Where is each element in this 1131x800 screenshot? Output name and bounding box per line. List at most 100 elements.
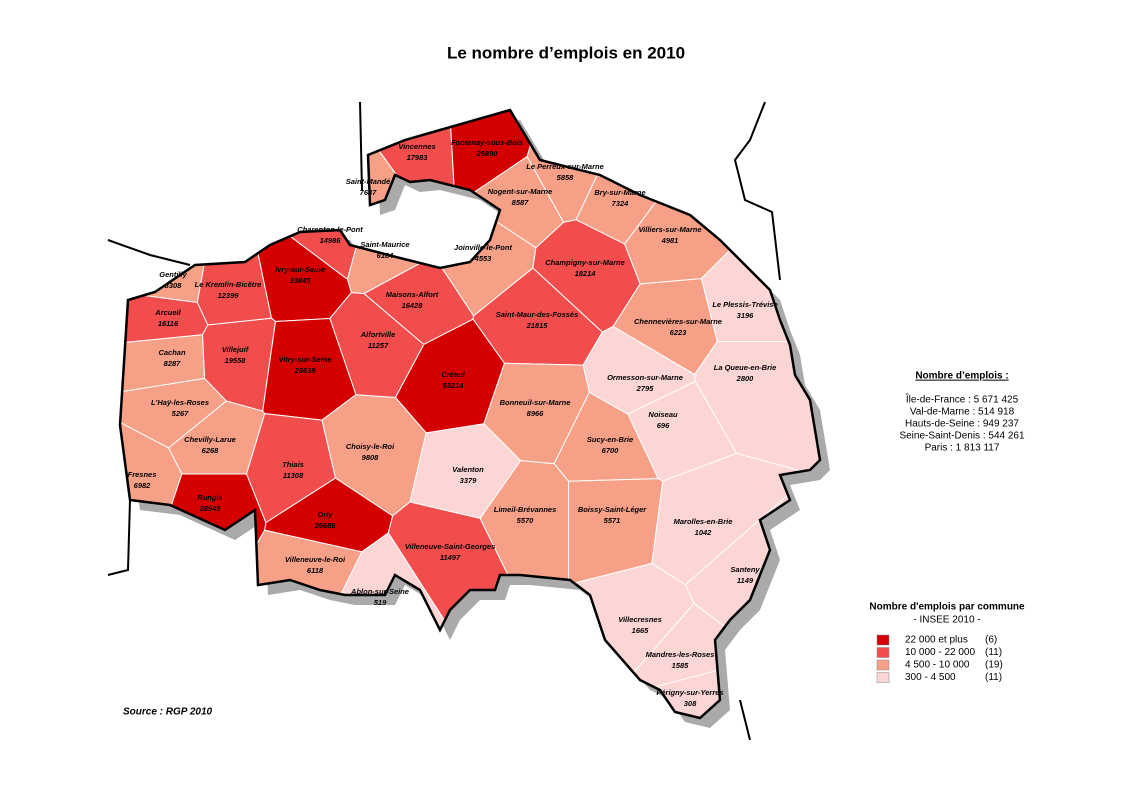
commune-value: 3379: [460, 476, 478, 485]
commune-name: Gentilly: [159, 270, 187, 279]
commune-value: 6223: [670, 328, 688, 337]
commune-value: 6268: [202, 446, 220, 455]
commune-name: Bonneuil-sur-Marne: [500, 398, 571, 407]
stats-line: Seine-Saint-Denis : 544 261: [899, 431, 1025, 442]
source: Source : RGP 2010: [123, 707, 213, 718]
commune-name: Ormesson-sur-Marne: [607, 373, 683, 382]
commune-value: 9808: [362, 453, 380, 462]
commune-value: 5571: [604, 516, 621, 525]
commune-name: Nogent-sur-Marne: [488, 187, 553, 196]
commune-value: 11497: [440, 553, 461, 562]
commune-name: Sucy-en-Brie: [587, 435, 633, 444]
commune-name: Le Kremlin-Bicêtre: [195, 280, 262, 289]
commune-value: 1042: [695, 528, 713, 537]
legend-swatch: [876, 634, 890, 646]
commune-name: Mandres-les-Roses: [646, 650, 715, 659]
commune-name: Rungis: [197, 493, 222, 502]
commune-value: 53214: [443, 381, 465, 390]
commune-value: 1585: [672, 661, 690, 670]
stats-title: Nombre d’emplois :: [915, 371, 1008, 382]
legend-count: (6): [985, 635, 997, 646]
commune-name: Thiais: [282, 460, 304, 469]
commune-name: La Queue-en-Brie: [714, 363, 777, 372]
commune-name: Chennevières-sur-Marne: [634, 317, 722, 326]
commune-name: Bry-sur-Marne: [594, 188, 645, 197]
commune-value: 308: [684, 699, 697, 708]
commune-labels: Vincennes 17983 Fontenay-sous-Bois 25890 Sai…: [128, 138, 778, 708]
commune-value: 7324: [612, 199, 630, 208]
commune-name: Orly: [317, 510, 333, 519]
commune-name: Marolles-en-Brie: [674, 517, 733, 526]
commune-name: Villeneuve-le-Roi: [285, 555, 346, 564]
legend-label: 4 500 - 10 000: [905, 660, 970, 671]
legend-swatch: [876, 659, 890, 671]
stats-line: Hauts-de-Seine : 949 237: [905, 419, 1019, 430]
commune-value: 8587: [512, 198, 530, 207]
legend-count: (11): [985, 672, 1002, 683]
commune-value: 5858: [557, 173, 575, 182]
commune-value: 6118: [307, 566, 324, 575]
stats-line: Île-de-France : 5 671 425: [905, 393, 1019, 406]
commune-value: 21815: [526, 321, 549, 330]
commune: [700, 110, 820, 342]
title: Le nombre d’emplois en 2010: [447, 43, 685, 62]
legend-title: Nombre d'emplois par commune: [869, 602, 1025, 613]
commune-name: Maisons-Alfort: [386, 290, 439, 299]
commune-value: 6700: [602, 446, 620, 455]
commune-name: Fresnes: [128, 470, 157, 479]
legend-label: 10 000 - 22 000: [905, 647, 975, 658]
commune-name: Fontenay-sous-Bois: [451, 138, 523, 147]
commune-value: 519: [374, 598, 387, 607]
commune-value: 4981: [661, 236, 679, 245]
commune-name: Villiers-sur-Marne: [638, 225, 701, 234]
department-outline: [118, 108, 822, 720]
commune-value: 16428: [402, 301, 424, 310]
commune: [575, 110, 807, 245]
commune-value: 8966: [527, 409, 545, 418]
commune-value: 5267: [172, 409, 190, 418]
commune-name: Villecresnes: [618, 615, 662, 624]
commune-value: 28945: [199, 504, 222, 513]
commune: [120, 334, 206, 400]
commune-name: Cachan: [158, 348, 186, 357]
commune-value: 3196: [737, 311, 755, 320]
commune-name: Périgny-sur-Yerres: [656, 688, 723, 697]
legend-count: (11): [985, 647, 1002, 658]
commune-name: Le Plessis-Trévise: [712, 300, 777, 309]
commune-name: Créteil: [441, 370, 465, 379]
commune-name: Charenton-le-Pont: [297, 225, 363, 234]
commune-value: 33845: [290, 276, 312, 285]
neighbor-border: [107, 101, 781, 741]
commune-name: Saint-Maurice: [360, 240, 409, 249]
commune-name: Champigny-sur-Marne: [545, 258, 625, 267]
legend-label: 22 000 et plus: [905, 635, 968, 646]
stats-line: Paris : 1 813 117: [925, 443, 1000, 454]
commune-value: 4553: [474, 254, 493, 263]
commune-name: Vincennes: [398, 142, 435, 151]
commune-name: Limeil-Brévannes: [494, 505, 557, 514]
commune-value: 2795: [636, 384, 655, 393]
commune-value: 1149: [737, 576, 754, 585]
commune-name: Ivry-sur-Seine: [275, 265, 325, 274]
commune-name: Arcueil: [154, 308, 181, 317]
legend-label: 300 - 4 500: [905, 672, 956, 683]
commune: [196, 157, 273, 326]
commune-name: Saint-Maur-des-Fossés: [496, 310, 579, 319]
commune-value: 7647: [360, 188, 378, 197]
commune-value: 14986: [320, 236, 342, 245]
commune-value: 18214: [575, 269, 597, 278]
commune-value: 6184: [377, 251, 395, 260]
commune-value: 8287: [164, 359, 182, 368]
commune-value: 6982: [134, 481, 152, 490]
commune-value: 5570: [517, 516, 535, 525]
commune-value: 1665: [632, 626, 650, 635]
legend-subtitle: - INSEE 2010 -: [913, 615, 980, 626]
commune-name: Alfortville: [360, 330, 396, 339]
commune-value: 696: [657, 421, 670, 430]
legend-swatch: [876, 672, 890, 683]
legend-swatch: [876, 647, 890, 658]
commune-value: 19558: [225, 356, 247, 365]
commune: [120, 529, 363, 718]
commune-value: 12399: [218, 291, 240, 300]
